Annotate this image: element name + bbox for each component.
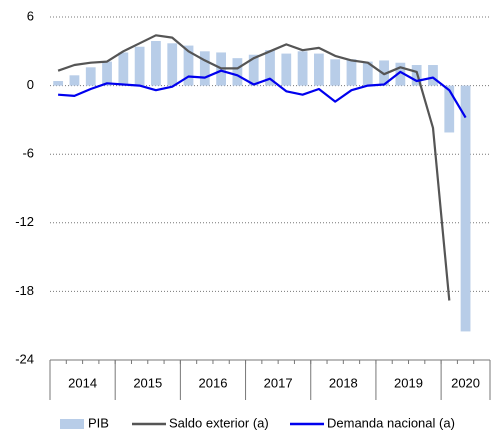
bar [346,59,357,86]
x-group-label: 2020 [451,375,480,390]
bar [395,62,406,86]
line [58,69,467,119]
bar [134,46,145,86]
legend-label: PIB [88,415,109,430]
legend-label: Demanda nacional (a) [327,415,455,430]
x-group-label: 2019 [394,375,423,390]
y-tick-label: 6 [27,8,34,23]
bar [167,43,178,86]
x-group-label: 2014 [68,375,97,390]
y-tick-label: -18 [15,283,34,298]
bar [151,41,161,86]
bar [232,58,243,86]
x-group-label: 2017 [264,375,293,390]
legend-swatch [60,419,84,429]
bar [444,85,455,133]
bar [53,81,64,86]
bar [265,50,275,86]
bar [281,53,292,86]
bar [297,51,308,86]
bar [460,85,471,332]
bar [85,67,96,86]
x-group-label: 2018 [329,375,358,390]
y-tick-label: -12 [15,214,34,229]
bar [428,65,438,86]
bar [248,54,259,86]
y-tick-label: -24 [15,351,34,366]
bar [362,61,373,86]
y-tick-label: 0 [27,77,34,92]
bar [69,75,80,86]
bar [199,51,210,86]
bar [102,61,112,86]
x-group-label: 2016 [199,375,228,390]
bar [314,53,324,86]
bar [118,52,129,86]
line [57,34,451,301]
x-group-label: 2015 [133,375,162,390]
y-tick-label: -6 [22,146,34,161]
bar [330,59,341,86]
legend-label: Saldo exterior (a) [169,415,269,430]
bar [183,45,194,86]
